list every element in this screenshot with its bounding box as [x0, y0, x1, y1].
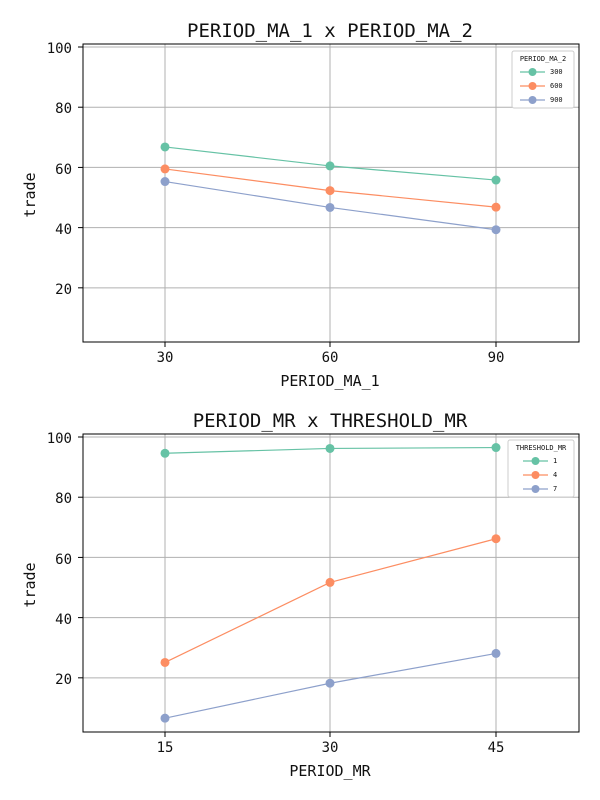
chart-ma-x-tick-label: 30 [157, 350, 174, 366]
chart-mr-series [160, 443, 501, 723]
chart-mr-title: PERIOD_MR x THRESHOLD_MR [193, 410, 468, 432]
chart-ma-data-point-300 [491, 175, 501, 185]
chart-ma-y-tick-label: 20 [55, 282, 72, 298]
chart-mr-legend-label: 1 [553, 457, 557, 465]
chart-mr-legend-marker [531, 457, 540, 465]
chart-ma-data-point-600 [160, 164, 170, 174]
chart-mr-data-point-1 [160, 448, 170, 458]
chart-ma-data-point-900 [160, 177, 170, 187]
chart-mr-x-tick-label: 15 [157, 740, 174, 756]
chart-ma-legend: PERIOD_MA_2 300 600 900 [511, 50, 575, 109]
chart-ma-y-tick-label: 60 [55, 162, 72, 178]
chart-ma-x-tick-label: 90 [488, 350, 505, 366]
chart-ma: PERIOD_MA_1 x PERIOD_MA_2 30 60 90 20 40… [21, 20, 580, 390]
chart-ma-legend-label: 600 [550, 82, 563, 90]
chart-mr-data-point-1 [325, 443, 335, 453]
chart-ma-x-tick-label: 60 [322, 350, 339, 366]
chart-ma-data-point-900 [491, 225, 501, 235]
chart-ma-legend-box [511, 50, 575, 109]
chart-ma-legend-marker [528, 68, 537, 76]
chart-mr-y-tick-label: 100 [47, 431, 72, 447]
chart-mr-data-point-7 [491, 648, 501, 658]
chart-mr-data-point-4 [491, 534, 501, 544]
chart-mr-data-point-1 [491, 443, 501, 453]
chart-ma-legend-title: PERIOD_MA_2 [520, 55, 566, 63]
chart-mr-legend-marker [531, 485, 540, 493]
chart-mr-y-tick-label: 80 [55, 491, 72, 507]
chart-mr-legend-label: 7 [553, 485, 557, 493]
chart-ma-y-tick-label: 100 [47, 41, 72, 57]
chart-ma-legend-label: 900 [550, 96, 563, 104]
chart-ma-ticks [78, 46, 497, 347]
chart-mr-x-tick-label: 45 [488, 740, 505, 756]
chart-mr-legend-title: THRESHOLD_MR [516, 444, 567, 452]
chart-ma-title: PERIOD_MA_1 x PERIOD_MA_2 [187, 20, 473, 42]
chart-ma-data-point-600 [325, 186, 335, 196]
chart-mr: PERIOD_MR x THRESHOLD_MR 15 30 45 20 40 … [21, 410, 580, 780]
chart-ma-data-point-300 [160, 142, 170, 152]
chart-ma-y-tick-label: 80 [55, 101, 72, 117]
chart-ma-y-tick-label: 40 [55, 222, 72, 238]
chart-mr-data-point-7 [160, 713, 170, 723]
chart-mr-legend-marks [523, 457, 548, 493]
chart-mr-y-axis-label: trade [21, 562, 39, 607]
chart-mr-data-point-4 [325, 577, 335, 587]
chart-mr-legend-marker [531, 471, 540, 479]
chart-mr-data-point-7 [325, 678, 335, 688]
chart-mr-grid [83, 434, 579, 732]
chart-ma-data-point-600 [491, 202, 501, 212]
chart-ma-x-axis-label: PERIOD_MA_1 [280, 372, 379, 390]
chart-mr-legend: THRESHOLD_MR 1 4 7 [507, 439, 575, 498]
chart-mr-legend-box [507, 439, 575, 498]
chart-ma-legend-marker [528, 82, 537, 90]
chart-ma-data-point-900 [325, 202, 335, 212]
chart-ma-plot-frame [82, 43, 580, 343]
chart-mr-data-point-4 [160, 657, 170, 667]
chart-ma-data-point-300 [325, 161, 335, 171]
chart-mr-legend-label: 4 [553, 471, 557, 479]
chart-mr-y-tick-label: 60 [55, 552, 72, 568]
chart-mr-y-tick-label: 20 [55, 672, 72, 688]
chart-mr-x-tick-label: 30 [322, 740, 339, 756]
chart-mr-y-tick-label: 40 [55, 612, 72, 628]
chart-ma-legend-label: 300 [550, 68, 563, 76]
chart-mr-plot-frame [82, 433, 580, 733]
chart-ma-legend-marks [520, 68, 545, 104]
chart-mr-x-axis-label: PERIOD_MR [289, 762, 371, 780]
chart-ma-legend-marker [528, 96, 537, 104]
chart-mr-ticks [78, 436, 497, 737]
chart-ma-y-axis-label: trade [21, 172, 39, 217]
chart-ma-series [160, 142, 501, 235]
